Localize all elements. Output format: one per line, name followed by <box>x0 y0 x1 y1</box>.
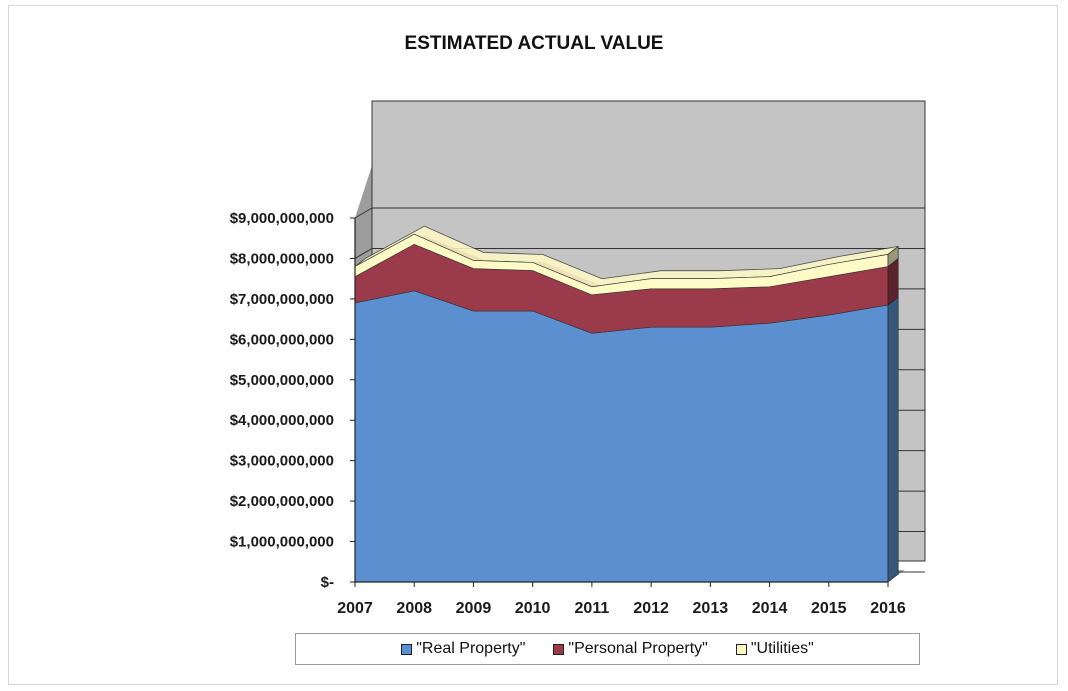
x-tick-label: 2014 <box>752 600 788 617</box>
chart-title: ESTIMATED ACTUAL VALUE <box>404 33 664 54</box>
legend-swatch-personal-property <box>553 643 565 655</box>
chart-legend: "Real Property" "Personal Property" "Uti… <box>295 633 920 665</box>
area-series-0 <box>354 290 889 583</box>
legend-item-real-property: "Real Property" <box>401 640 525 658</box>
x-tick-label: 2010 <box>515 600 551 617</box>
gridline-diagonal <box>354 248 373 259</box>
y-tick-label: $7,000,000,000 <box>230 291 334 308</box>
legend-label-utilities: "Utilities" <box>750 640 814 657</box>
y-tick-label: $8,000,000,000 <box>230 250 334 267</box>
gridline-diagonal <box>354 207 373 219</box>
y-tick-label: $9,000,000,000 <box>230 210 334 227</box>
chart-frame <box>8 5 1058 685</box>
x-tick-label: 2009 <box>456 600 492 617</box>
y-tick-label: $6,000,000,000 <box>230 331 334 348</box>
area-side-0 <box>887 296 899 583</box>
x-tick-label: 2012 <box>633 600 669 617</box>
x-tick-label: 2007 <box>337 600 373 617</box>
y-tick-label: $2,000,000,000 <box>230 493 334 510</box>
legend-swatch-utilities <box>735 643 747 655</box>
x-tick-label: 2011 <box>575 600 610 617</box>
x-tick-label: 2008 <box>396 600 432 617</box>
legend-label-personal-property: "Personal Property" <box>568 640 708 657</box>
x-tick-label: 2013 <box>693 600 729 617</box>
y-tick-label: $3,000,000,000 <box>230 453 334 470</box>
y-tick-label: $1,000,000,000 <box>230 534 334 551</box>
x-tick-label: 2016 <box>870 600 906 617</box>
area-side-2 <box>887 245 899 268</box>
legend-item-utilities: "Utilities" <box>735 640 814 658</box>
legend-label-real-property: "Real Property" <box>416 640 526 657</box>
y-tick-label: $- <box>321 574 334 591</box>
legend-swatch-real-property <box>401 643 413 655</box>
y-tick-label: $4,000,000,000 <box>230 412 334 429</box>
x-tick-label: 2015 <box>811 600 847 617</box>
y-tick-label: $5,000,000,000 <box>230 372 334 389</box>
legend-item-personal-property: "Personal Property" <box>553 640 708 658</box>
